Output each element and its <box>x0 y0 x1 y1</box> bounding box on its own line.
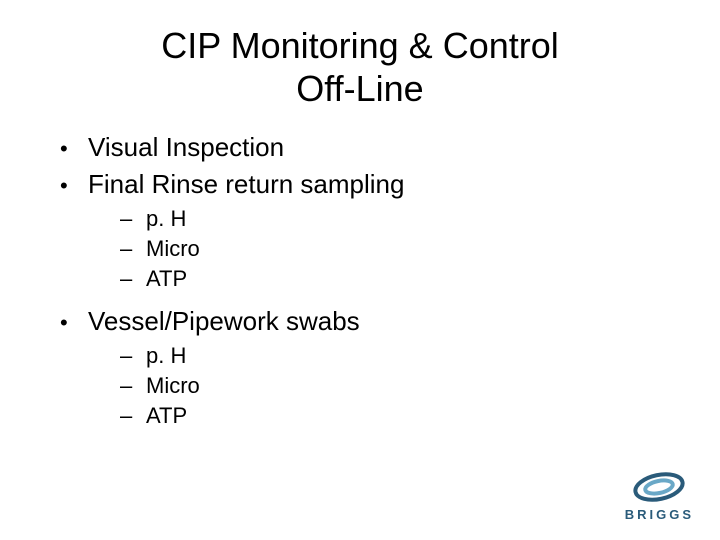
bullet-text: p. H <box>146 343 186 369</box>
swirl-inner <box>644 478 674 496</box>
title-line-2: Off-Line <box>296 68 423 109</box>
bullet-dot-icon <box>60 169 88 200</box>
slide-title: CIP Monitoring & Control Off-Line <box>60 24 660 110</box>
bullet-level1: Final Rinse return sampling <box>60 169 660 200</box>
sublist: p. H Micro ATP <box>60 206 660 292</box>
bullet-text: p. H <box>146 206 186 232</box>
bullet-level2: ATP <box>120 403 660 429</box>
bullet-dash-icon <box>120 236 146 262</box>
bullet-text: Micro <box>146 373 200 399</box>
bullet-level2: Micro <box>120 236 660 262</box>
swirl-outer <box>633 471 685 503</box>
bullet-text: Final Rinse return sampling <box>88 169 404 200</box>
bullet-text: ATP <box>146 266 187 292</box>
sub-bullet-list: p. H Micro ATP <box>120 343 660 429</box>
bullet-level2: p. H <box>120 206 660 232</box>
bullet-dot-icon <box>60 132 88 163</box>
bullet-list: Visual Inspection Final Rinse return sam… <box>60 132 660 429</box>
sublist: p. H Micro ATP <box>60 343 660 429</box>
swirl-icon <box>631 471 687 503</box>
bullet-level2: ATP <box>120 266 660 292</box>
bullet-level2: Micro <box>120 373 660 399</box>
bullet-dash-icon <box>120 206 146 232</box>
bullet-level1: Vessel/Pipework swabs <box>60 306 660 337</box>
bullet-text: Visual Inspection <box>88 132 284 163</box>
bullet-dash-icon <box>120 343 146 369</box>
bullet-level2: p. H <box>120 343 660 369</box>
title-line-1: CIP Monitoring & Control <box>161 25 559 66</box>
bullet-level1: Visual Inspection <box>60 132 660 163</box>
logo-text: BRIGGS <box>625 507 694 522</box>
bullet-dot-icon <box>60 306 88 337</box>
bullet-text: ATP <box>146 403 187 429</box>
logo: BRIGGS <box>625 471 694 522</box>
bullet-dash-icon <box>120 373 146 399</box>
bullet-text: Micro <box>146 236 200 262</box>
bullet-dash-icon <box>120 403 146 429</box>
bullet-dash-icon <box>120 266 146 292</box>
bullet-text: Vessel/Pipework swabs <box>88 306 360 337</box>
slide: CIP Monitoring & Control Off-Line Visual… <box>0 0 720 540</box>
sub-bullet-list: p. H Micro ATP <box>120 206 660 292</box>
